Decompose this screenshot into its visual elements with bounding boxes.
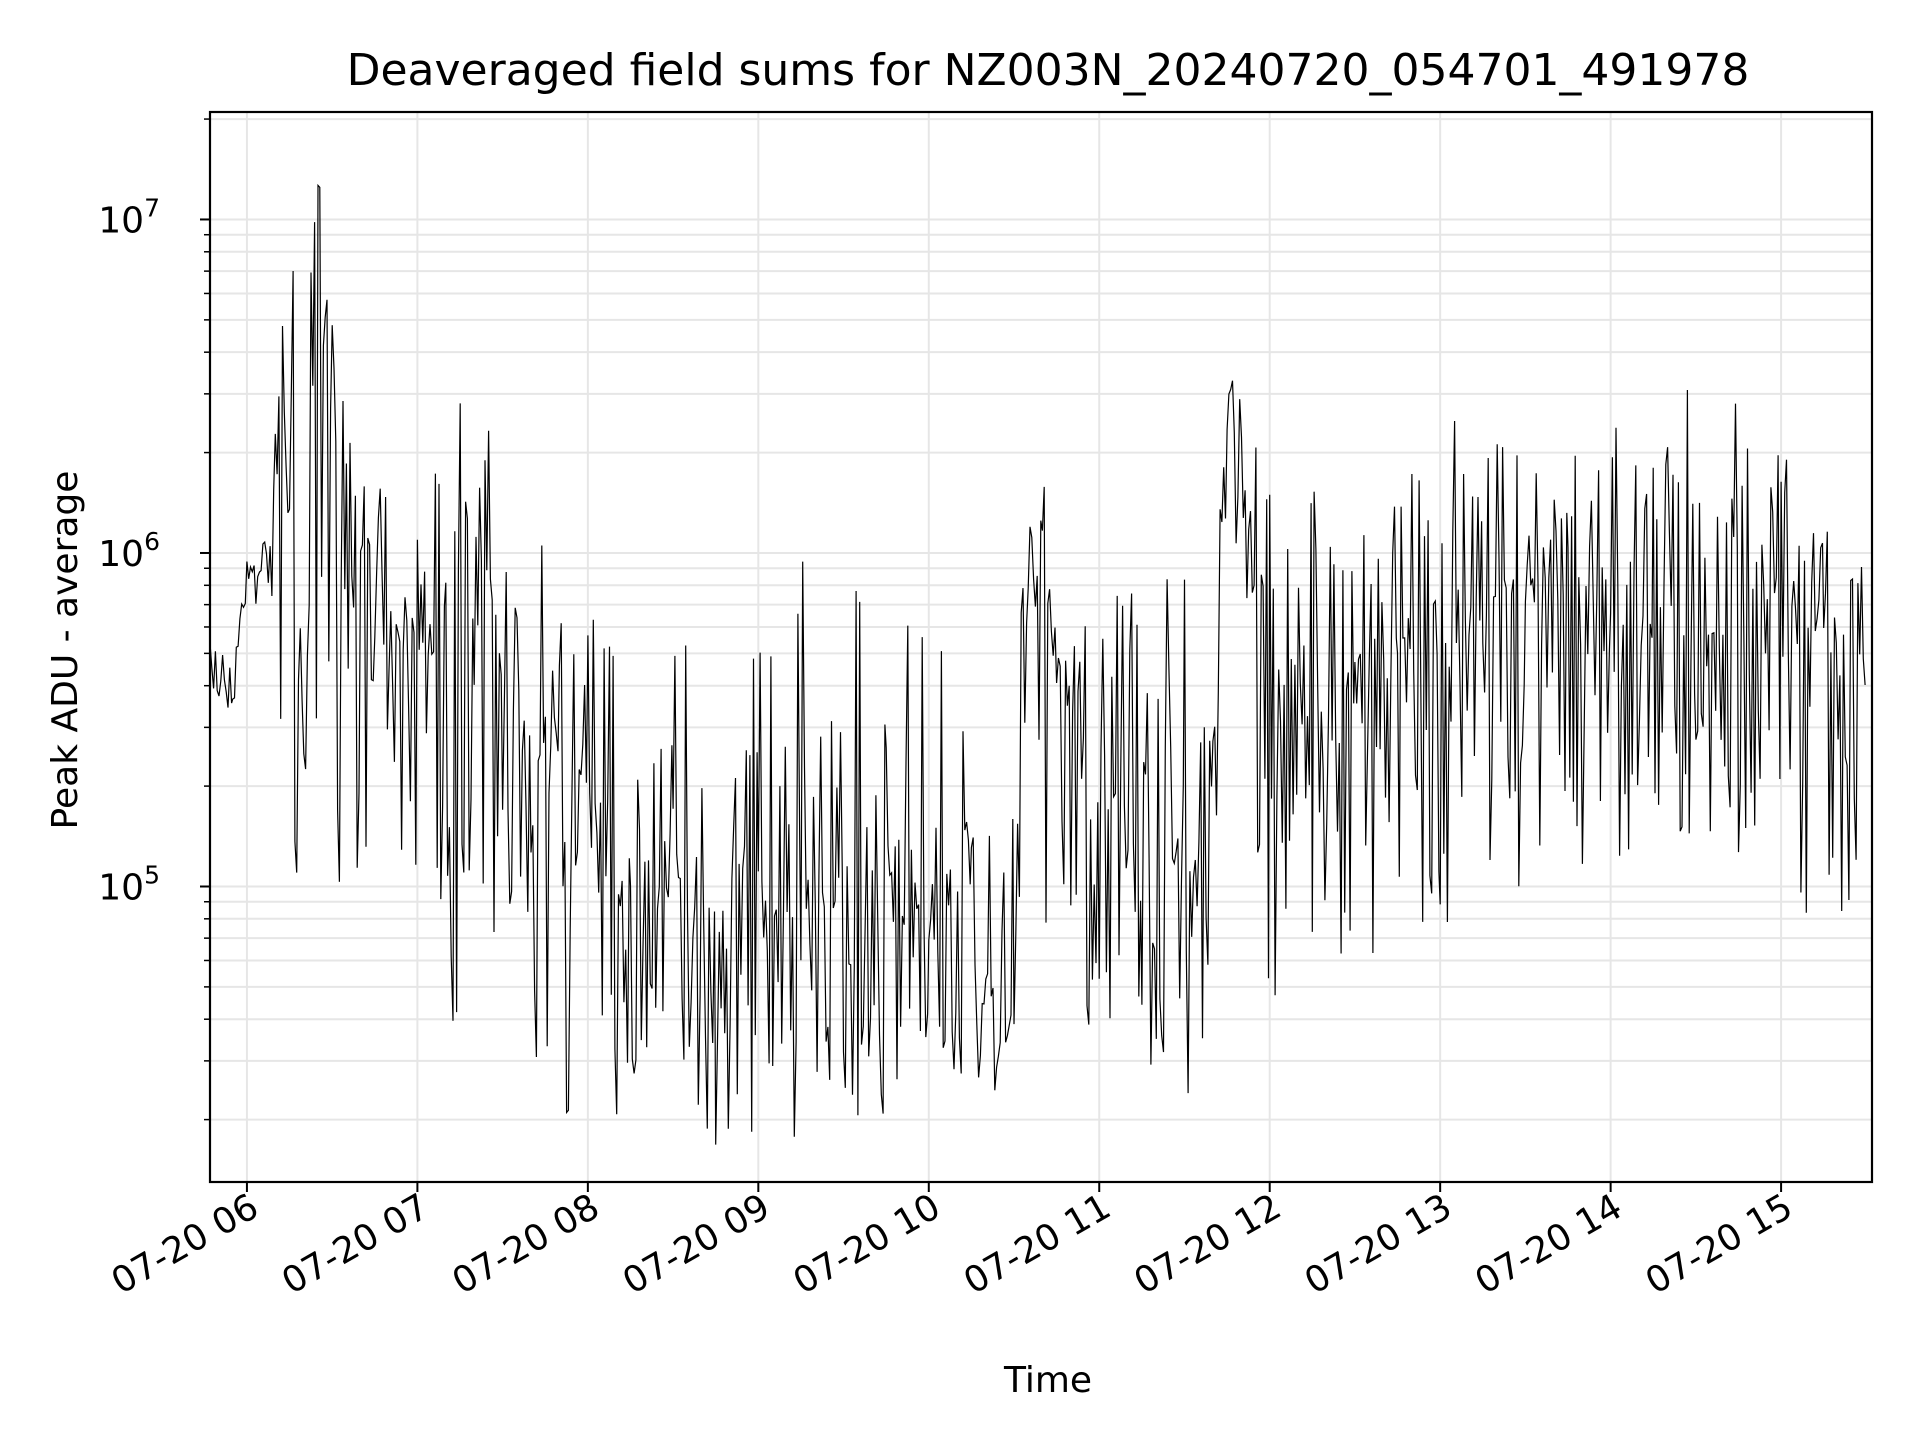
series-line: [209, 183, 1866, 1145]
x-axis-label: Time: [1003, 1360, 1092, 1401]
plot-frame: [208, 110, 1874, 1184]
chart-title: Deaveraged field sums for NZ003N_2024072…: [347, 45, 1750, 96]
series-layer: [209, 183, 1866, 1145]
y-axis-label: Peak ADU - average: [45, 471, 86, 830]
series-0: [209, 183, 1866, 1145]
